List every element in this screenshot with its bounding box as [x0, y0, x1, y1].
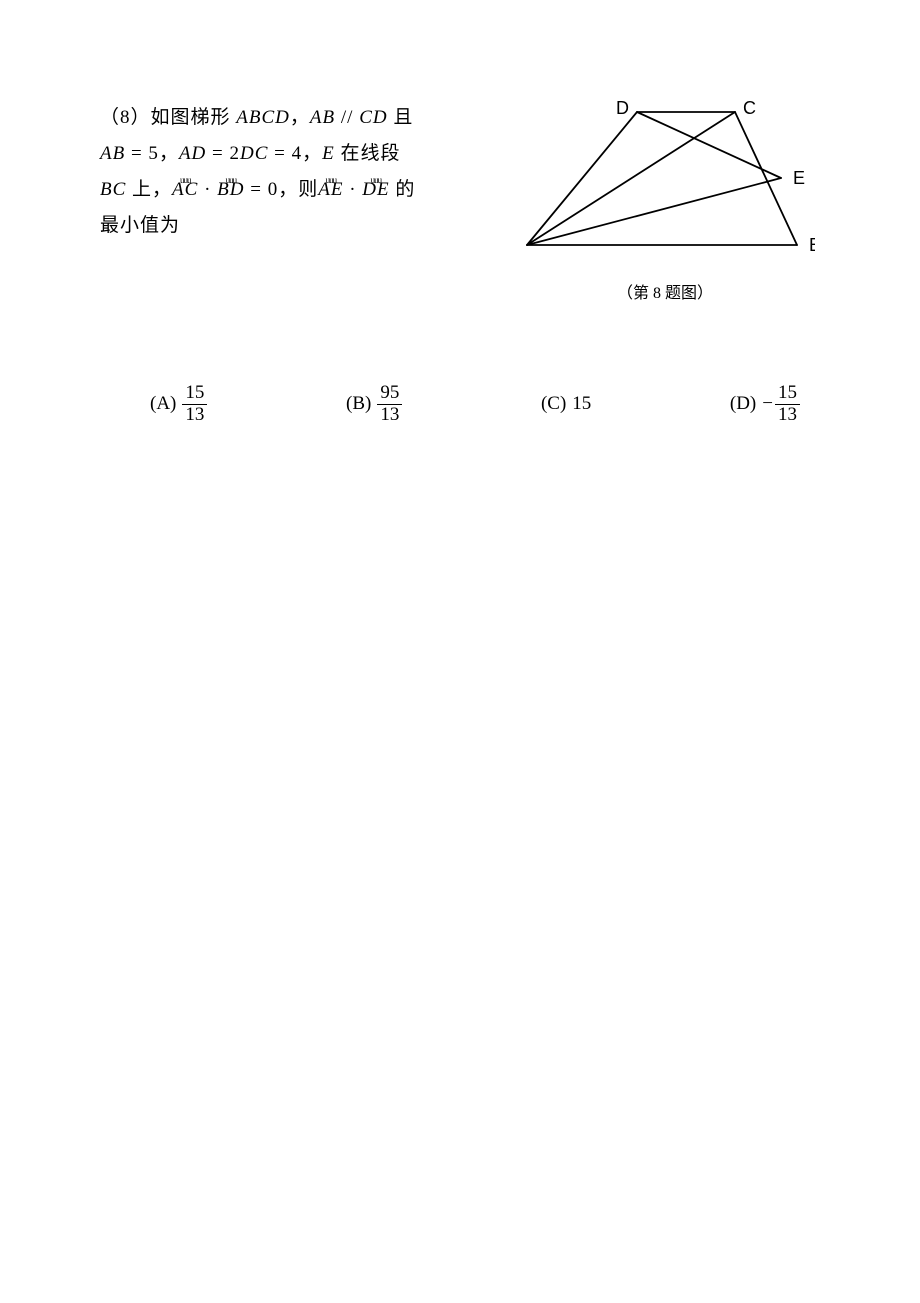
- var-cd: CD: [359, 107, 387, 128]
- option-label: (D): [730, 393, 756, 415]
- dot-symbol: ·: [198, 179, 217, 200]
- numerator: 15: [775, 383, 800, 404]
- eq-zero: = 0: [244, 179, 278, 200]
- vector-arrow-icon: uuu: [362, 162, 389, 198]
- denominator: 13: [377, 404, 402, 426]
- denominator: 13: [775, 404, 800, 426]
- denominator: 13: [182, 404, 207, 426]
- text-segment: 在线段: [335, 143, 401, 164]
- var-dc: DC: [240, 143, 268, 164]
- var-abcd: ABCD: [236, 107, 290, 128]
- vector-de: uuuDE: [362, 172, 389, 208]
- vector-ae: uuuAE: [318, 172, 343, 208]
- minus-sign: −: [762, 393, 773, 415]
- var-ad: AD: [179, 143, 206, 164]
- option-label: (B): [346, 393, 371, 415]
- eq-segment: = 4: [268, 143, 302, 164]
- option-label: (C): [541, 393, 566, 415]
- fraction: 15 13: [182, 383, 207, 426]
- vector-arrow-icon: uuu: [217, 162, 244, 198]
- figure-caption: （第 8 题图）: [510, 279, 820, 303]
- text-segment: 上，: [126, 179, 172, 200]
- var-bc: BC: [100, 179, 126, 200]
- problem-number: （8）: [100, 107, 151, 128]
- var-e: E: [322, 143, 335, 164]
- vector-arrow-icon: uuu: [318, 162, 343, 198]
- option-label: (A): [150, 393, 176, 415]
- negative-fraction: − 15 13: [762, 383, 800, 426]
- var-ab: AB: [100, 143, 125, 164]
- option-b: (B) 95 13: [346, 383, 402, 426]
- problem-statement: （8）如图梯形 ABCD，AB // CD 且 AB = 5，AD = 2DC …: [100, 100, 440, 244]
- text-segment: 的: [390, 179, 416, 200]
- text-segment: 如图梯形: [151, 107, 231, 128]
- dot-symbol: ·: [343, 179, 362, 200]
- figure-container: ABCDE （第 8 题图）: [510, 100, 820, 303]
- text-segment: ，: [302, 143, 322, 164]
- eq-segment: = 5: [125, 143, 159, 164]
- fraction: 95 13: [377, 383, 402, 426]
- text-segment: ，: [159, 143, 179, 164]
- svg-text:E: E: [793, 168, 805, 188]
- eq-segment: = 2: [206, 143, 240, 164]
- numerator: 95: [377, 383, 402, 404]
- svg-text:B: B: [809, 235, 815, 255]
- option-d: (D) − 15 13: [730, 383, 800, 426]
- option-value: 15: [572, 393, 591, 415]
- vector-arrow-icon: uuu: [172, 162, 198, 198]
- option-a: (A) 15 13: [150, 383, 207, 426]
- option-c: (C) 15: [541, 383, 591, 426]
- text-segment: ，则: [278, 179, 318, 200]
- var-ab: AB: [310, 107, 335, 128]
- svg-text:C: C: [743, 100, 756, 118]
- text-segment: 且: [388, 107, 414, 128]
- text-segment: ，: [290, 107, 310, 128]
- parallel-symbol: //: [335, 107, 359, 128]
- vector-ac: uuuAC: [172, 172, 198, 208]
- numerator: 15: [182, 383, 207, 404]
- answer-options: (A) 15 13 (B) 95 13 (C) 15 (D) − 15 13: [100, 383, 820, 426]
- svg-text:D: D: [616, 100, 629, 118]
- fraction: 15 13: [775, 383, 800, 426]
- trapezoid-diagram: ABCDE: [515, 100, 815, 270]
- vector-bd: uuuBD: [217, 172, 244, 208]
- text-segment: 最小值为: [100, 215, 180, 236]
